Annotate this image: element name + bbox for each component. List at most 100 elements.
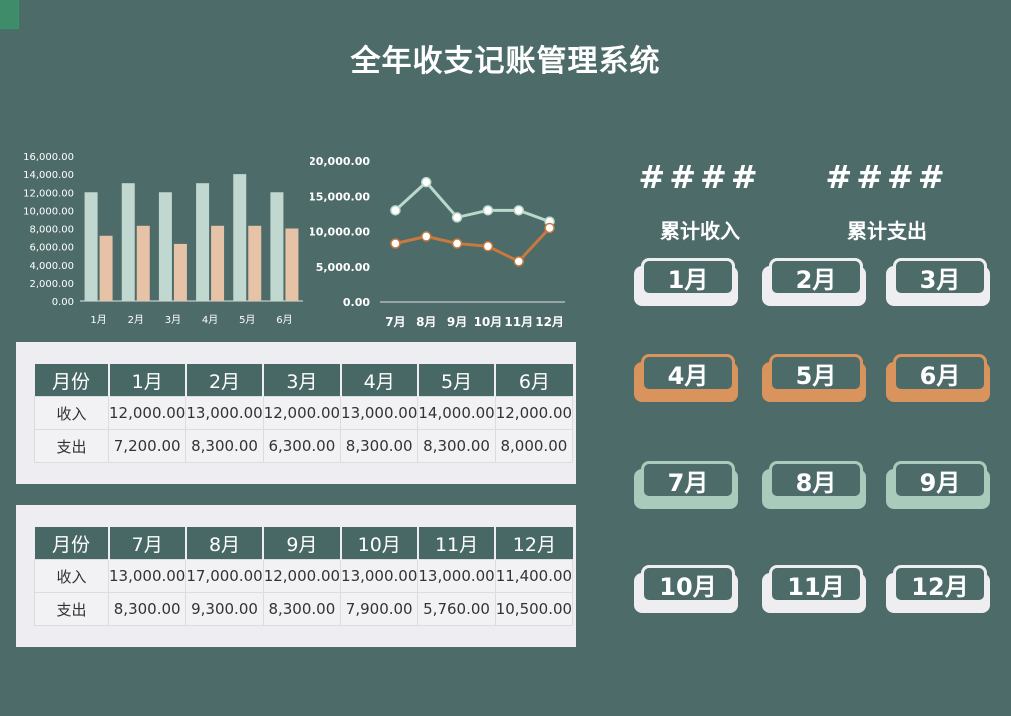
- value-cell[interactable]: 13,000.00: [185, 396, 264, 430]
- y-tick-label: 6,000.00: [29, 243, 74, 254]
- bar-expense[interactable]: [285, 228, 299, 302]
- value-cell[interactable]: 6,300.00: [262, 429, 342, 463]
- point-income[interactable]: [513, 205, 524, 216]
- month-button-label[interactable]: 5月: [769, 354, 863, 392]
- month-button[interactable]: 1月: [634, 258, 740, 308]
- row-label-cell[interactable]: 收入: [34, 559, 109, 593]
- value-cell[interactable]: 14,000.00: [417, 396, 496, 430]
- month-button[interactable]: 6月: [886, 354, 992, 404]
- value-cell[interactable]: 7,900.00: [340, 592, 419, 626]
- bar-expense[interactable]: [248, 225, 262, 301]
- y-tick-label: 12,000.00: [23, 188, 74, 199]
- value-cell[interactable]: 13,000.00: [107, 559, 187, 593]
- month-button[interactable]: 5月: [762, 354, 868, 404]
- x-tick-label: 1月: [90, 314, 106, 326]
- header-cell-month[interactable]: 1月: [108, 364, 187, 397]
- month-button[interactable]: 10月: [634, 565, 740, 615]
- bar-income[interactable]: [196, 183, 210, 301]
- point-expense[interactable]: [513, 256, 524, 267]
- point-expense[interactable]: [390, 238, 401, 249]
- value-cell[interactable]: 8,300.00: [185, 429, 264, 463]
- month-button[interactable]: 3月: [886, 258, 992, 308]
- value-cell[interactable]: 7,200.00: [107, 429, 187, 463]
- month-button-label[interactable]: 11月: [769, 565, 863, 603]
- value-cell[interactable]: 8,300.00: [107, 592, 187, 626]
- month-button-label[interactable]: 2月: [769, 258, 863, 296]
- header-cell-month[interactable]: 9月: [263, 527, 342, 560]
- month-button-label[interactable]: 8月: [769, 461, 863, 499]
- bar-income[interactable]: [84, 192, 98, 301]
- cell-selector-corner[interactable]: [0, 0, 19, 29]
- month-button[interactable]: 12月: [886, 565, 992, 615]
- point-expense[interactable]: [421, 231, 432, 242]
- bar-income[interactable]: [121, 183, 135, 301]
- bar-expense[interactable]: [173, 243, 187, 301]
- month-button[interactable]: 8月: [762, 461, 868, 511]
- value-cell[interactable]: 13,000.00: [417, 559, 496, 593]
- point-income[interactable]: [421, 176, 432, 188]
- header-cell-month[interactable]: 10月: [340, 527, 419, 560]
- line-expense: [395, 226, 551, 264]
- value-cell[interactable]: 8,000.00: [494, 429, 574, 463]
- header-cell-month[interactable]: 3月: [263, 364, 342, 397]
- value-cell[interactable]: 17,000.00: [185, 559, 264, 593]
- bar-expense[interactable]: [211, 225, 225, 301]
- y-tick-label: 0.00: [52, 297, 74, 308]
- month-button[interactable]: 4月: [634, 354, 740, 404]
- table-panel-h2: 月份 7月 8月 9月 10月 11月 12月 收入 13,000.00 17,000.00 12,…: [16, 505, 576, 647]
- value-cell[interactable]: 12,000.00: [494, 396, 574, 430]
- header-cell-month[interactable]: 11月: [417, 527, 497, 560]
- month-button-label[interactable]: 1月: [641, 258, 735, 296]
- header-cell-month[interactable]: 6月: [495, 364, 573, 397]
- month-button[interactable]: 7月: [634, 461, 740, 511]
- value-cell[interactable]: 12,000.00: [107, 396, 187, 430]
- row-label-cell[interactable]: 支出: [34, 592, 109, 626]
- month-button[interactable]: 2月: [762, 258, 868, 308]
- month-button-label[interactable]: 7月: [641, 461, 735, 499]
- month-button-label[interactable]: 4月: [641, 354, 735, 392]
- total-income-label: 累计收入: [660, 219, 740, 243]
- month-button-label[interactable]: 3月: [893, 258, 987, 296]
- point-expense[interactable]: [482, 241, 494, 252]
- point-income[interactable]: [390, 205, 401, 216]
- point-income[interactable]: [451, 212, 463, 223]
- header-cell-month[interactable]: 5月: [417, 364, 497, 397]
- y-tick-label: 16,000.00: [23, 152, 74, 163]
- month-button[interactable]: 11月: [762, 565, 868, 615]
- header-cell-month[interactable]: 7月: [108, 527, 187, 560]
- month-button[interactable]: 9月: [886, 461, 992, 511]
- value-cell[interactable]: 13,000.00: [340, 559, 419, 593]
- bar-income[interactable]: [158, 192, 172, 301]
- bar-income[interactable]: [233, 174, 247, 301]
- header-cell-month-label[interactable]: 月份: [34, 364, 110, 397]
- value-cell[interactable]: 13,000.00: [340, 396, 419, 430]
- bar-expense[interactable]: [136, 225, 150, 301]
- table-row-income: 收入 12,000.00 13,000.00 12,000.00 13,000.00 14…: [34, 396, 574, 430]
- header-cell-month[interactable]: 4月: [340, 364, 419, 397]
- bar-expense[interactable]: [99, 235, 113, 301]
- month-button-label[interactable]: 6月: [893, 354, 987, 392]
- point-expense[interactable]: [451, 238, 463, 249]
- value-cell[interactable]: 12,000.00: [262, 559, 342, 593]
- point-income[interactable]: [482, 205, 494, 216]
- table-row-income: 收入 13,000.00 17,000.00 12,000.00 13,000.00 13…: [34, 559, 574, 593]
- month-button-label[interactable]: 10月: [641, 565, 735, 603]
- value-cell[interactable]: 9,300.00: [185, 592, 264, 626]
- value-cell[interactable]: 11,400.00: [494, 559, 574, 593]
- value-cell[interactable]: 8,300.00: [417, 429, 496, 463]
- header-cell-month[interactable]: 8月: [185, 527, 265, 560]
- value-cell[interactable]: 8,300.00: [262, 592, 342, 626]
- header-cell-month[interactable]: 12月: [495, 527, 573, 560]
- value-cell[interactable]: 8,300.00: [340, 429, 419, 463]
- header-cell-month-label[interactable]: 月份: [34, 527, 110, 560]
- row-label-cell[interactable]: 支出: [34, 429, 109, 463]
- header-cell-month[interactable]: 2月: [185, 364, 265, 397]
- point-expense[interactable]: [544, 222, 555, 234]
- month-button-label[interactable]: 9月: [893, 461, 987, 499]
- value-cell[interactable]: 10,500.00: [494, 592, 574, 626]
- row-label-cell[interactable]: 收入: [34, 396, 109, 430]
- value-cell[interactable]: 12,000.00: [262, 396, 342, 430]
- bar-income[interactable]: [270, 192, 284, 301]
- month-button-label[interactable]: 12月: [893, 565, 987, 603]
- value-cell[interactable]: 5,760.00: [417, 592, 496, 626]
